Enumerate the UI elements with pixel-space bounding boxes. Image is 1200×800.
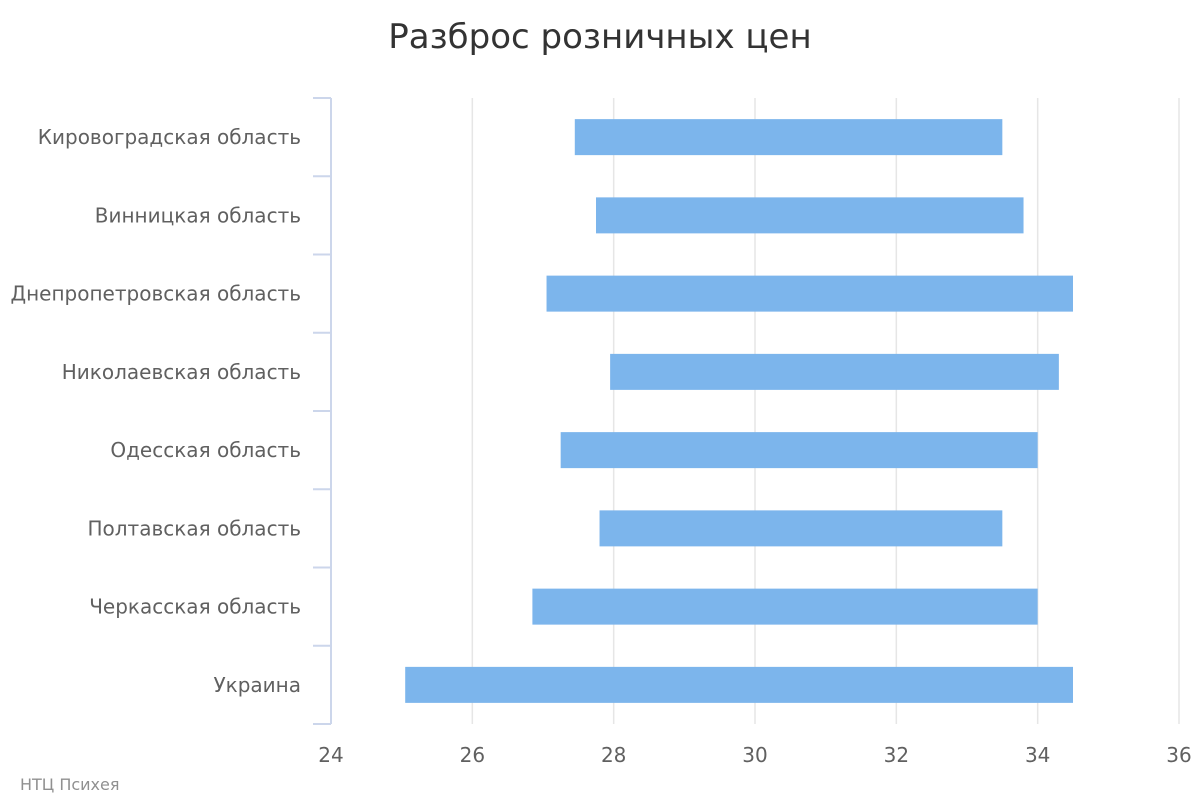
- tick-label-36: 36: [1166, 743, 1191, 767]
- range-bars: [405, 119, 1073, 703]
- range-bar[interactable]: [560, 432, 1038, 469]
- range-bar[interactable]: [596, 197, 1024, 234]
- value-tick-labels: 24 26 28 30 32 34 36: [318, 743, 1191, 767]
- tick-label-24: 24: [318, 743, 343, 767]
- category-label: Днепропетровская область: [10, 282, 301, 306]
- category-label: Винницкая область: [95, 203, 301, 227]
- category-label: Кировоградская область: [38, 125, 301, 149]
- range-bar[interactable]: [405, 666, 1073, 703]
- tick-label-32: 32: [884, 743, 909, 767]
- range-bar[interactable]: [574, 119, 1003, 156]
- category-labels: Кировоградская область Винницкая область Д…: [10, 125, 301, 697]
- tick-label-30: 30: [742, 743, 767, 767]
- tick-label-26: 26: [460, 743, 485, 767]
- credits-text[interactable]: НТЦ Психея: [20, 775, 119, 794]
- tick-label-34: 34: [1025, 743, 1050, 767]
- category-axis: [313, 97, 332, 725]
- chart-title: Разброс розничных цен: [388, 17, 811, 57]
- range-bar[interactable]: [532, 588, 1038, 625]
- category-label: Одесская область: [110, 438, 301, 462]
- category-label: Украина: [213, 673, 301, 697]
- tick-label-28: 28: [601, 743, 626, 767]
- range-bar[interactable]: [599, 510, 1003, 547]
- range-bar[interactable]: [546, 275, 1073, 312]
- category-label: Черкасская область: [89, 595, 301, 619]
- category-label: Николаевская область: [62, 360, 301, 384]
- range-bar[interactable]: [610, 353, 1059, 390]
- category-label: Полтавская область: [87, 516, 301, 540]
- grid-lines: [471, 98, 1180, 724]
